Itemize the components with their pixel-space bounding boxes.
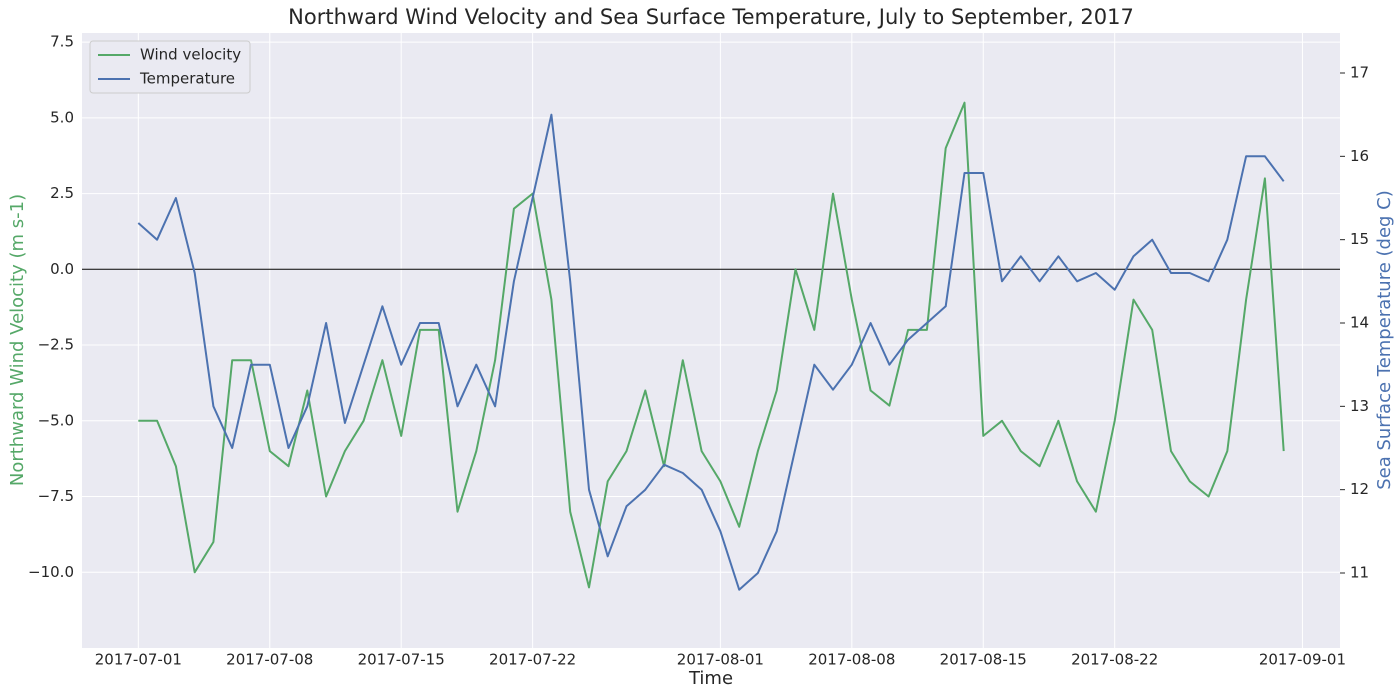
y2-tick-label: 14 bbox=[1350, 314, 1369, 332]
legend-label: Wind velocity bbox=[140, 46, 241, 64]
plot-area bbox=[82, 33, 1340, 648]
y2-tick-label: 17 bbox=[1350, 64, 1369, 82]
y-tick-label: 0.0 bbox=[50, 260, 74, 278]
x-tick-label: 2017-07-08 bbox=[226, 651, 313, 669]
y-tick-label: 2.5 bbox=[50, 184, 74, 202]
y2-tick-label: 11 bbox=[1350, 564, 1369, 582]
y2-tick-label: 16 bbox=[1350, 147, 1369, 165]
legend-label: Temperature bbox=[139, 70, 235, 88]
x-tick-label: 2017-08-08 bbox=[808, 651, 895, 669]
y-tick-label: −7.5 bbox=[38, 487, 74, 505]
y-axis-label: Northward Wind Velocity (m s-1) bbox=[7, 194, 28, 486]
x-tick-label: 2017-07-15 bbox=[358, 651, 445, 669]
y2-tick-label: 15 bbox=[1350, 230, 1369, 248]
x-tick-label: 2017-09-01 bbox=[1259, 651, 1346, 669]
y-tick-label: −5.0 bbox=[38, 411, 74, 429]
x-tick-label: 2017-08-22 bbox=[1071, 651, 1158, 669]
y2-axis-label: Sea Surface Temperature (deg C) bbox=[1374, 190, 1395, 490]
y-tick-label: 5.0 bbox=[50, 108, 74, 126]
series-line bbox=[137, 113, 1285, 591]
y-tick-label: −10.0 bbox=[28, 563, 74, 581]
chart-title: Northward Wind Velocity and Sea Surface … bbox=[288, 5, 1134, 29]
x-tick-label: 2017-08-15 bbox=[940, 651, 1027, 669]
y2-tick-label: 13 bbox=[1350, 397, 1369, 415]
x-tick-label: 2017-07-22 bbox=[489, 651, 576, 669]
x-tick-label: 2017-08-01 bbox=[677, 651, 764, 669]
series-line bbox=[138, 101, 1285, 589]
x-tick-label: 2017-07-01 bbox=[95, 651, 182, 669]
y-tick-label: −2.5 bbox=[38, 336, 74, 354]
x-axis-label: Time bbox=[688, 668, 733, 689]
y-tick-label: 7.5 bbox=[50, 33, 74, 51]
y2-tick-label: 12 bbox=[1350, 480, 1369, 498]
